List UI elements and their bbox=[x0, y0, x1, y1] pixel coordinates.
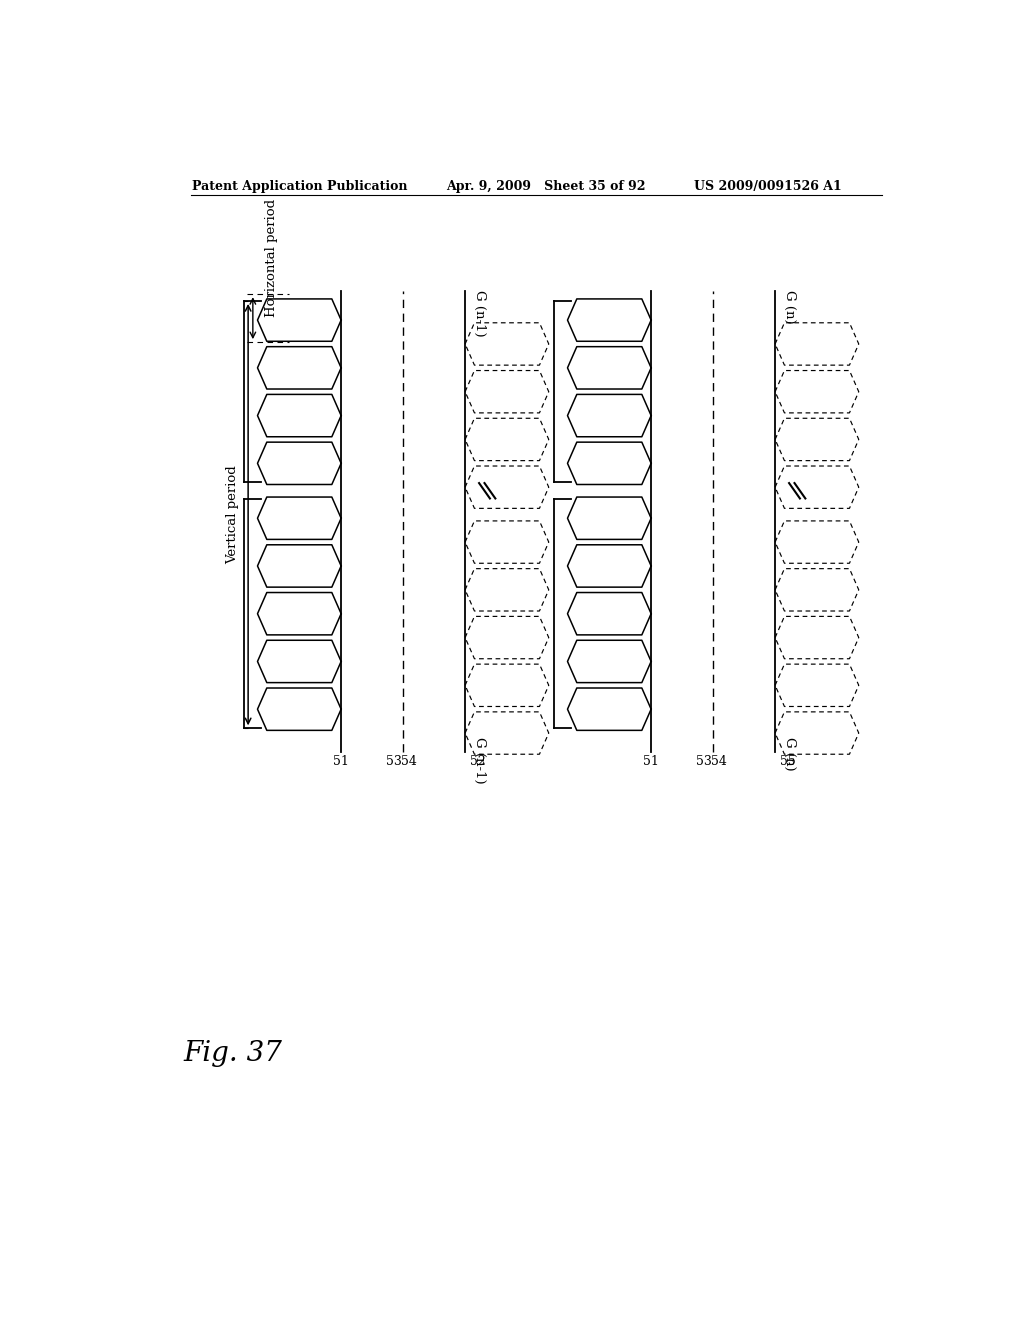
Text: 53: 53 bbox=[696, 755, 712, 768]
Text: 52: 52 bbox=[470, 755, 485, 768]
Text: 51: 51 bbox=[333, 755, 349, 768]
Text: 51: 51 bbox=[643, 755, 659, 768]
Text: G (n): G (n) bbox=[783, 289, 796, 323]
Text: G (n-1): G (n-1) bbox=[473, 289, 485, 337]
Text: US 2009/0091526 A1: US 2009/0091526 A1 bbox=[693, 180, 842, 193]
Text: Fig. 37: Fig. 37 bbox=[183, 1040, 283, 1067]
Text: Patent Application Publication: Patent Application Publication bbox=[191, 180, 408, 193]
Text: G (n-1): G (n-1) bbox=[473, 737, 485, 783]
Text: Horizontal period: Horizontal period bbox=[265, 198, 279, 317]
Text: G (n): G (n) bbox=[783, 737, 796, 770]
Text: 54: 54 bbox=[400, 755, 417, 768]
Text: 53: 53 bbox=[386, 755, 401, 768]
Text: Vertical period: Vertical period bbox=[226, 465, 239, 564]
Text: 55: 55 bbox=[779, 755, 796, 768]
Text: Apr. 9, 2009   Sheet 35 of 92: Apr. 9, 2009 Sheet 35 of 92 bbox=[445, 180, 645, 193]
Text: 54: 54 bbox=[711, 755, 726, 768]
